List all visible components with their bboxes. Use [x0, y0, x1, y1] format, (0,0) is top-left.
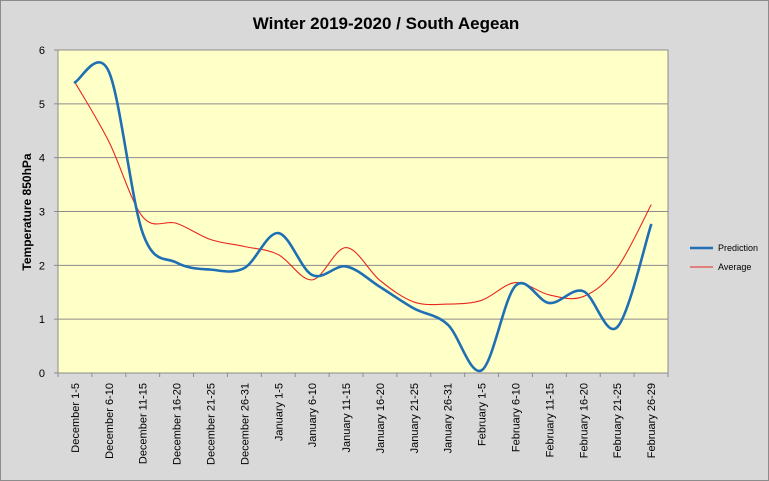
x-tick-label: February 16-20 [578, 383, 590, 458]
y-tick-label: 5 [39, 99, 45, 111]
x-tick-label: January 21-25 [409, 383, 421, 453]
y-tick-label: 4 [39, 153, 45, 165]
legend-label: Average [718, 262, 751, 272]
x-tick-label: December 11-15 [138, 383, 150, 464]
x-tick-label: January 26-31 [443, 383, 455, 453]
x-tick-label: February 6-10 [511, 383, 523, 452]
y-tick-label: 3 [39, 207, 45, 219]
y-axis-label: Temperature 850hPa [20, 153, 34, 270]
x-tick-label: February 1-5 [477, 383, 489, 446]
chart-title: Winter 2019-2020 / South Aegean [253, 14, 520, 33]
y-tick-label: 0 [39, 368, 45, 380]
x-tick-label: January 11-15 [341, 383, 353, 453]
x-tick-label: February 11-15 [544, 383, 556, 457]
series-line-prediction [73, 61, 653, 373]
legend: Prediction Average [690, 243, 758, 272]
x-tick-label: January 6-10 [307, 383, 319, 447]
y-axis-ticks: 0 1 2 3 4 5 6 [39, 45, 58, 380]
x-tick-label: December 1-5 [70, 383, 82, 453]
x-tick-label: December 21-25 [206, 383, 218, 465]
x-tick-label: January 1-5 [273, 383, 285, 441]
x-tick-label: December 6-10 [104, 383, 116, 459]
x-tick-label: February 21-25 [612, 383, 624, 458]
y-tick-label: 6 [39, 45, 45, 57]
series-lines [73, 61, 653, 373]
x-tick-label: December 16-20 [172, 383, 184, 465]
y-tick-label: 2 [39, 260, 45, 272]
x-tick-label: February 26-29 [646, 383, 658, 458]
x-axis-ticks: December 1-5 December 6-10 December 11-15 D… [57, 373, 669, 465]
legend-label: Prediction [718, 243, 758, 253]
x-tick-label: December 26-31 [239, 383, 251, 465]
series-line-average [74, 81, 652, 306]
y-tick-label: 1 [39, 314, 45, 326]
x-tick-label: January 16-20 [375, 383, 387, 453]
grid-lines [58, 103, 668, 320]
